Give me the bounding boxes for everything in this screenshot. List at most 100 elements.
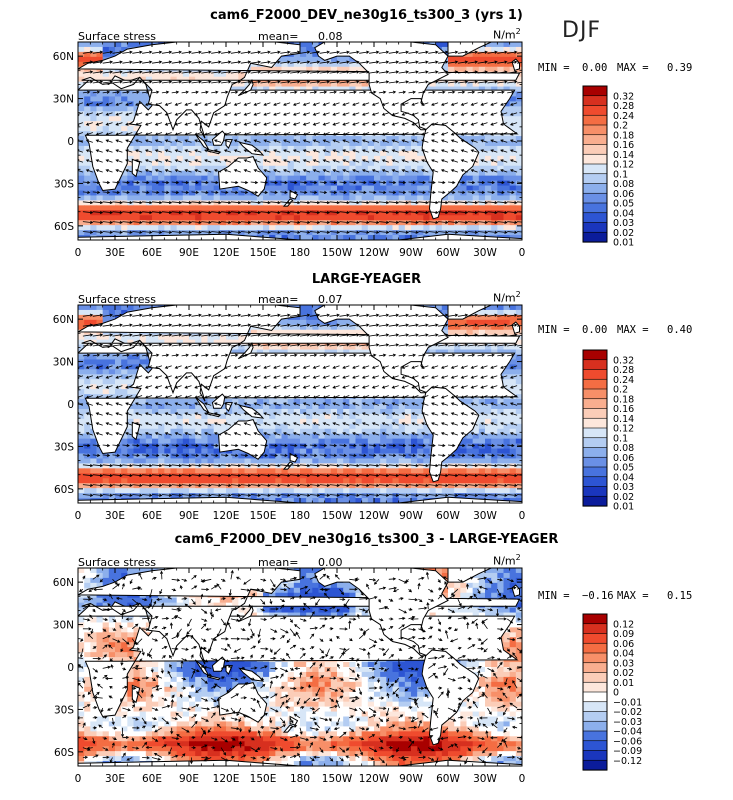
wind-vector bbox=[164, 402, 172, 406]
wind-vector bbox=[142, 676, 150, 680]
wind-vector bbox=[359, 313, 370, 317]
wind-vector bbox=[85, 149, 93, 153]
wind-vector bbox=[322, 365, 330, 369]
wind-vector bbox=[151, 50, 163, 54]
wind-vector bbox=[450, 385, 459, 389]
wind-vector bbox=[194, 402, 202, 406]
wind-vector bbox=[438, 353, 446, 357]
panel-1-units-sup: 2 bbox=[515, 27, 521, 36]
wind-vector bbox=[329, 220, 341, 224]
wind-vector bbox=[391, 122, 399, 126]
wind-vector bbox=[122, 453, 130, 457]
wind-vector bbox=[280, 628, 289, 634]
wind-vector bbox=[257, 628, 261, 638]
wind-vector bbox=[457, 343, 469, 347]
wind-vector bbox=[144, 139, 153, 143]
wind-vector bbox=[253, 122, 261, 126]
wind-vector bbox=[250, 190, 259, 194]
wind-vector bbox=[153, 753, 163, 758]
wind-vector bbox=[135, 112, 143, 116]
wind-vector bbox=[428, 323, 439, 327]
wind-vector bbox=[401, 159, 409, 163]
wind-vector bbox=[342, 432, 350, 436]
wind-vector bbox=[135, 122, 143, 126]
wind-vector bbox=[211, 343, 222, 347]
wind-vector bbox=[112, 333, 123, 337]
wind-vector bbox=[421, 422, 429, 426]
x-tick-label: 120E bbox=[213, 773, 240, 785]
wind-vector bbox=[290, 746, 300, 750]
wind-vector bbox=[132, 726, 140, 730]
wind-vector bbox=[135, 412, 143, 416]
panel-1-continents bbox=[78, 42, 522, 240]
wind-vector bbox=[280, 463, 291, 468]
wind-vector bbox=[174, 432, 182, 436]
wind-vector bbox=[431, 375, 439, 379]
wind-vector bbox=[154, 149, 163, 153]
wind-vector bbox=[194, 149, 202, 153]
wind-vector bbox=[161, 602, 165, 610]
wind-vector bbox=[132, 313, 143, 317]
continent-outline bbox=[218, 156, 268, 197]
wind-vector bbox=[105, 402, 113, 406]
wind-vector bbox=[401, 149, 409, 153]
wind-vector bbox=[250, 70, 262, 74]
wind-vector bbox=[211, 80, 222, 84]
wind-vector bbox=[122, 90, 130, 94]
wind-vector bbox=[495, 608, 500, 617]
wind-vector bbox=[82, 190, 91, 194]
wind-vector bbox=[445, 688, 450, 697]
wind-vector bbox=[270, 80, 281, 84]
wind-vector bbox=[497, 200, 508, 205]
wind-vector bbox=[361, 122, 370, 126]
continent-outline bbox=[289, 715, 299, 726]
wind-vector bbox=[356, 662, 360, 669]
wind-vector bbox=[401, 365, 409, 369]
wind-vector bbox=[309, 473, 321, 478]
wind-vector bbox=[273, 375, 281, 379]
wind-vector bbox=[309, 741, 313, 748]
wind-vector bbox=[349, 473, 360, 478]
colorbar-label: 0.24 bbox=[613, 375, 634, 386]
wind-vector bbox=[329, 190, 338, 194]
wind-vector bbox=[349, 483, 360, 487]
wind-vector bbox=[329, 638, 333, 642]
wind-vector bbox=[509, 375, 518, 379]
wind-vector bbox=[290, 576, 298, 580]
wind-vector bbox=[450, 169, 459, 173]
wind-vector bbox=[354, 753, 360, 758]
wind-vector bbox=[78, 169, 84, 173]
wind-vector bbox=[490, 112, 498, 116]
wind-vector bbox=[169, 663, 173, 669]
wind-vector bbox=[142, 230, 153, 234]
wind-vector bbox=[506, 628, 511, 633]
wind-vector bbox=[319, 60, 330, 64]
wind-vector bbox=[151, 615, 159, 620]
wind-vector bbox=[112, 493, 123, 497]
wind-vector bbox=[115, 385, 123, 389]
wind-vector bbox=[329, 687, 339, 692]
wind-vector bbox=[92, 60, 104, 64]
wind-vector bbox=[211, 493, 222, 497]
wind-vector bbox=[329, 493, 341, 497]
colorbar-swatch bbox=[582, 105, 608, 116]
wind-vector bbox=[398, 80, 410, 84]
wind-vector bbox=[349, 190, 357, 194]
wind-vector bbox=[273, 139, 281, 143]
wind-vector bbox=[467, 90, 476, 94]
wind-vector bbox=[250, 592, 256, 600]
wind-vector bbox=[115, 159, 123, 163]
wind-vector bbox=[204, 385, 212, 389]
continent-outline bbox=[207, 411, 221, 418]
wind-vector bbox=[457, 50, 469, 54]
wind-vector bbox=[270, 726, 280, 731]
wind-vector bbox=[82, 597, 92, 602]
wind-vector bbox=[299, 453, 308, 457]
wind-vector bbox=[388, 754, 395, 758]
wind-vector bbox=[322, 412, 330, 416]
wind-vector bbox=[154, 412, 163, 416]
continent-outline bbox=[238, 141, 265, 156]
wind-vector bbox=[512, 652, 518, 659]
wind-vector bbox=[398, 493, 410, 497]
wind-vector bbox=[428, 353, 436, 357]
